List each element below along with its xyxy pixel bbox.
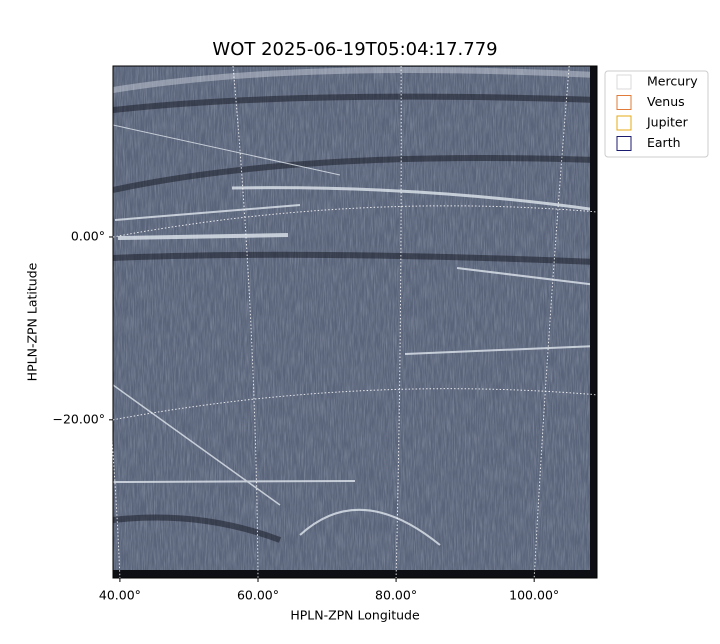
chart-title: WOT 2025-06-19T05:04:17.779 xyxy=(212,39,497,60)
grid-line xyxy=(112,205,598,238)
legend-label: Mercury xyxy=(647,74,698,89)
grid-line xyxy=(395,65,402,579)
legend-swatch xyxy=(616,74,632,90)
grid-line xyxy=(112,388,598,421)
x-tick-label: 80.00° xyxy=(375,588,417,603)
x-tick-label: 60.00° xyxy=(237,588,279,603)
x-axis-label: HPLN-ZPN Longitude xyxy=(290,608,420,623)
legend-frame xyxy=(604,70,709,158)
y-tick-label: −20.00° xyxy=(52,411,105,426)
legend-swatch xyxy=(616,136,632,151)
legend-swatch xyxy=(616,115,632,131)
legend-label: Earth xyxy=(647,135,681,150)
legend xyxy=(604,70,709,158)
image xyxy=(113,66,597,578)
grid-line xyxy=(232,65,259,579)
plot-frame xyxy=(112,65,598,579)
legend-label: Jupiter xyxy=(646,115,689,130)
x-tick-label: 100.00° xyxy=(509,588,559,603)
grid-line xyxy=(64,65,121,579)
y-tick-label: 0.00° xyxy=(71,228,105,243)
legend-label: Venus xyxy=(647,94,685,109)
y-axis-label: HPLN-ZPN Latitude xyxy=(25,262,40,381)
x-tick-label: 40.00° xyxy=(99,588,141,603)
legend-swatch xyxy=(616,95,632,110)
grid-line xyxy=(533,65,570,579)
